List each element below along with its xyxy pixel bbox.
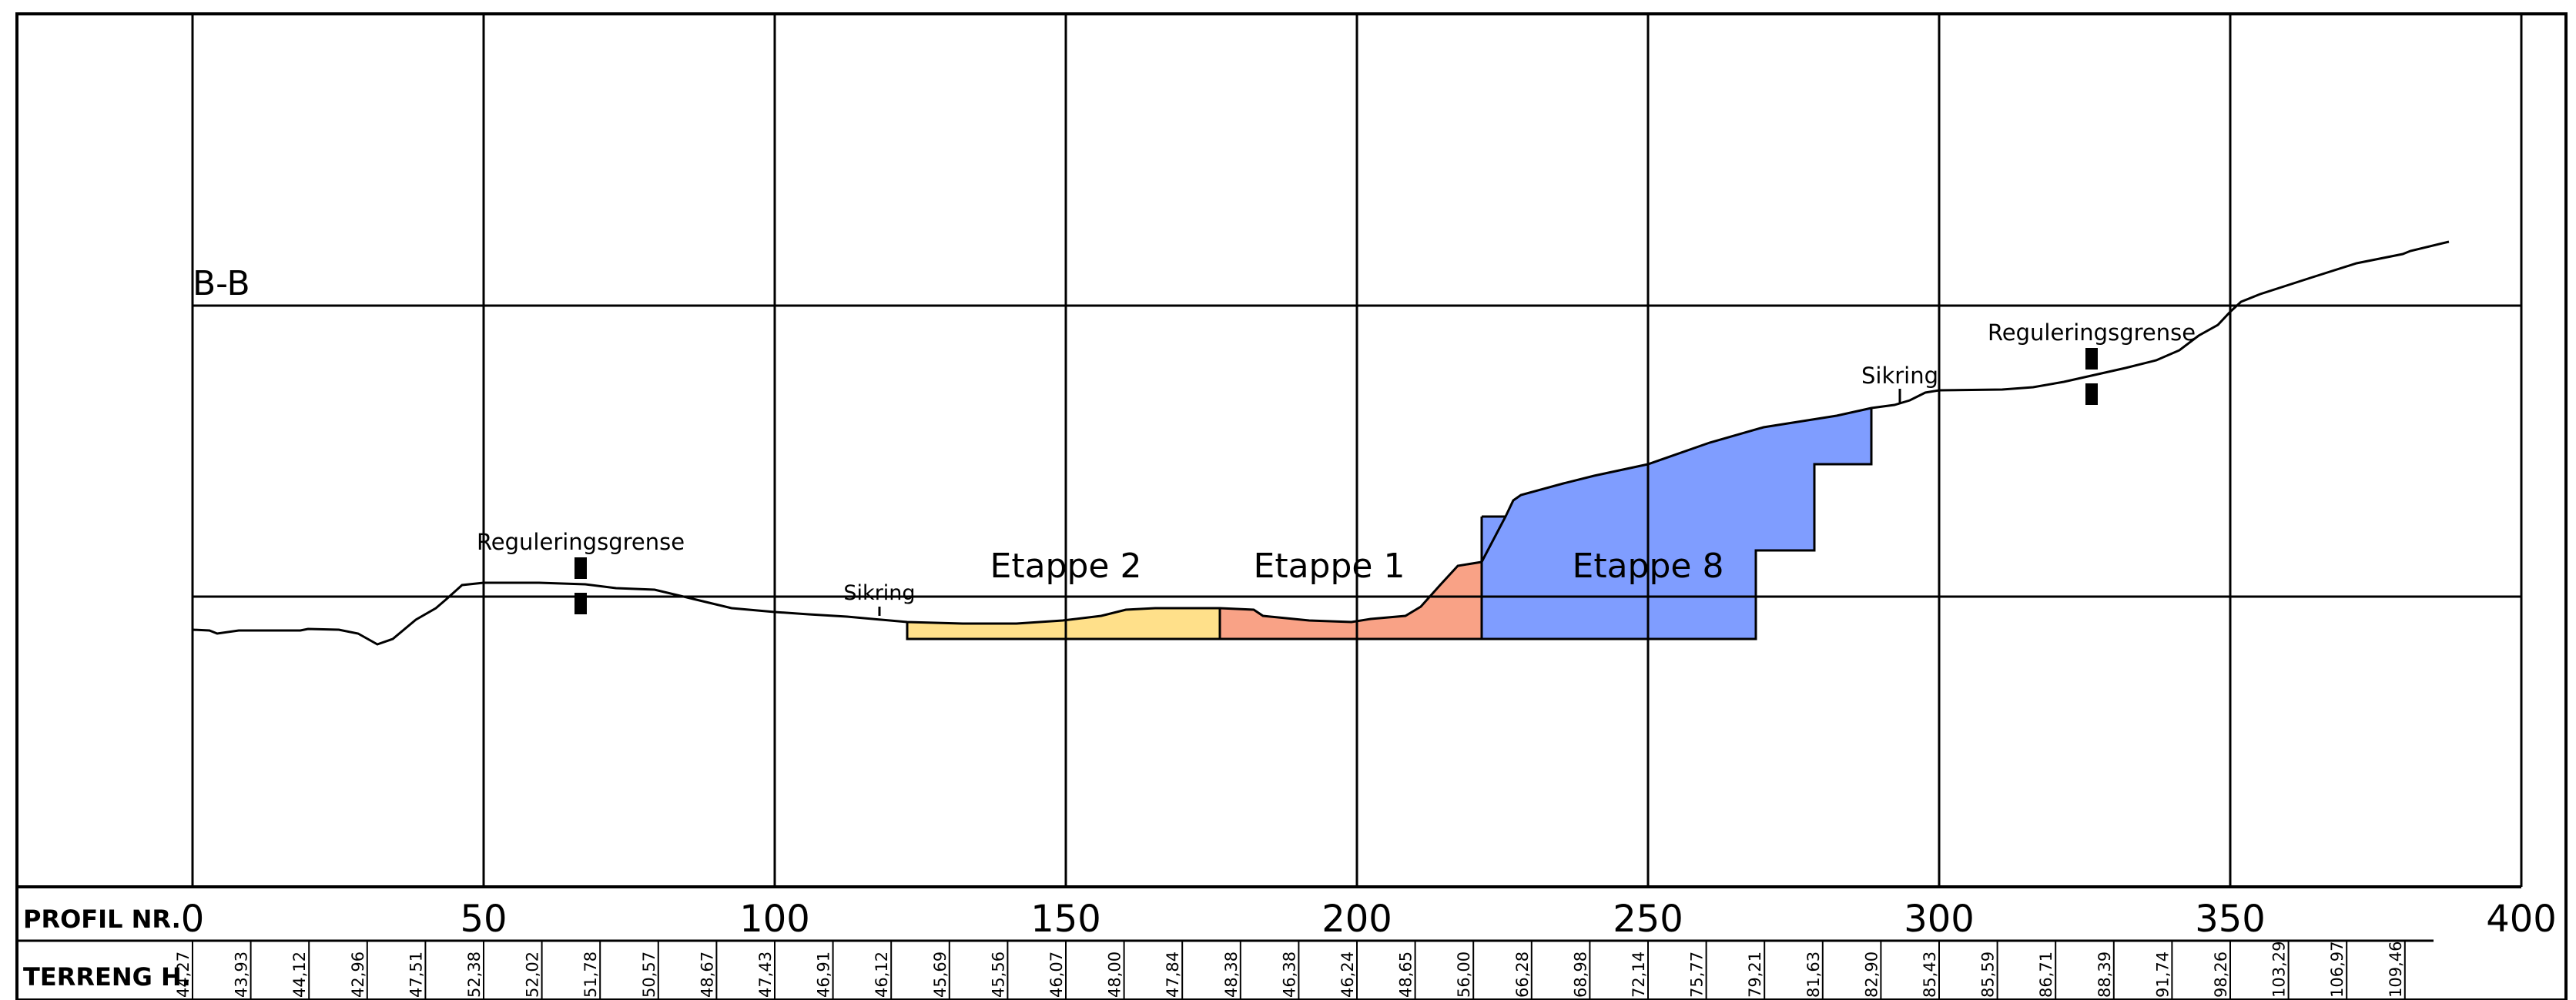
terrain-height-value: 47,43	[756, 952, 775, 998]
terrain-height-value: 86,71	[2037, 952, 2055, 998]
terrain-height-value: 46,24	[1338, 952, 1357, 998]
terrain-height-value: 82,90	[1862, 952, 1881, 998]
terrain-height-value: 66,28	[1513, 952, 1532, 998]
regulation-label-right: Reguleringsgrense	[1988, 319, 2196, 346]
terrain-height-value: 47,51	[407, 952, 425, 998]
stage-2-outline	[906, 608, 1221, 640]
terrain-height-value: 44,27	[174, 952, 193, 998]
profile-tick-250: 250	[1613, 898, 1683, 941]
stage-8-fill	[1482, 408, 1871, 639]
stage-8-outline	[1482, 408, 1873, 640]
stage-2-label: Etappe 2	[990, 547, 1142, 586]
terrain-height-value: 42,96	[349, 952, 367, 998]
protection-label-right: Sikring	[1861, 363, 1938, 389]
terrain-height-value: 46,12	[873, 952, 891, 998]
terrain-height-value: 45,56	[989, 952, 1007, 998]
terrain-height-value: 48,38	[1222, 952, 1241, 998]
terrain-height-values: 44,27 43,93 44,12 42,96 47,51 52,38 52,02 51,78…	[174, 941, 2406, 1000]
profile-ticks: 0 50 100 150 200 250 300 350 400	[181, 898, 2557, 941]
terrain-height-value: 52,38	[465, 952, 484, 998]
profile-tick-400: 400	[2486, 898, 2557, 941]
terrain-height-value: 48,00	[1106, 952, 1124, 998]
regulation-marker-right	[2085, 348, 2098, 405]
profile-tick-350: 350	[2195, 898, 2266, 941]
stage-2-fill	[907, 608, 1220, 639]
terrain-height-value: 85,59	[1979, 952, 1998, 998]
terrain-height-value: 85,43	[1921, 952, 1939, 998]
terrain-height-value: 44,12	[290, 952, 309, 998]
vertical-grid	[191, 14, 2523, 887]
stage-1-label: Etappe 1	[1254, 547, 1405, 586]
profile-tick-150: 150	[1030, 898, 1101, 941]
terrain-height-value: 46,91	[815, 952, 833, 998]
terrain-height-value: 48,67	[698, 952, 716, 998]
terrain-height-value: 46,38	[1280, 952, 1298, 998]
terrain-height-value: 50,57	[640, 952, 658, 998]
profile-tick-50: 50	[460, 898, 507, 941]
terrain-height-value: 98,26	[2212, 952, 2230, 998]
stage-8-label: Etappe 8	[1573, 547, 1724, 586]
terrain-height-value: 56,00	[1455, 952, 1473, 998]
profile-tick-0: 0	[181, 898, 205, 941]
protection-label-left: Sikring	[843, 581, 915, 605]
terrain-height-value: 52,02	[524, 952, 542, 998]
terrain-height-value: 88,39	[2095, 952, 2114, 998]
terrain-height-value: 45,69	[931, 952, 950, 998]
regulation-marker-left	[574, 557, 587, 614]
drawing-frame	[15, 12, 2568, 1000]
terrain-row-header: TERRENG H.	[23, 962, 191, 992]
profile-tick-200: 200	[1321, 898, 1392, 941]
terrain-profile-line	[192, 240, 2450, 646]
profile-row-header: PROFIL NR.	[23, 905, 181, 934]
terrain-height-value: 43,93	[233, 952, 251, 998]
terrain-height-value: 46,07	[1047, 952, 1066, 998]
terrain-height-value: 81,63	[1804, 952, 1823, 998]
terrain-height-value: 51,78	[581, 952, 600, 998]
terrain-height-value: 106,97	[2328, 941, 2347, 998]
terrain-height-value: 72,14	[1630, 952, 1648, 998]
terrain-height-value: 109,46	[2387, 941, 2405, 998]
stage-1-fill	[1220, 562, 1482, 639]
terrain-height-value: 91,74	[2153, 952, 2172, 998]
section-label: B-B	[193, 264, 250, 303]
terrain-height-value: 48,65	[1397, 952, 1415, 998]
terrain-height-value: 68,98	[1571, 952, 1589, 998]
terrain-height-value: 79,21	[1746, 952, 1764, 998]
profile-tick-300: 300	[1904, 898, 1975, 941]
regulation-label-left: Reguleringsgrense	[477, 529, 685, 555]
terrain-height-value: 103,29	[2270, 941, 2289, 998]
terrain-height-value: 75,77	[1688, 952, 1707, 998]
profile-tick-100: 100	[739, 898, 810, 941]
terrain-height-value: 47,84	[1164, 952, 1182, 998]
